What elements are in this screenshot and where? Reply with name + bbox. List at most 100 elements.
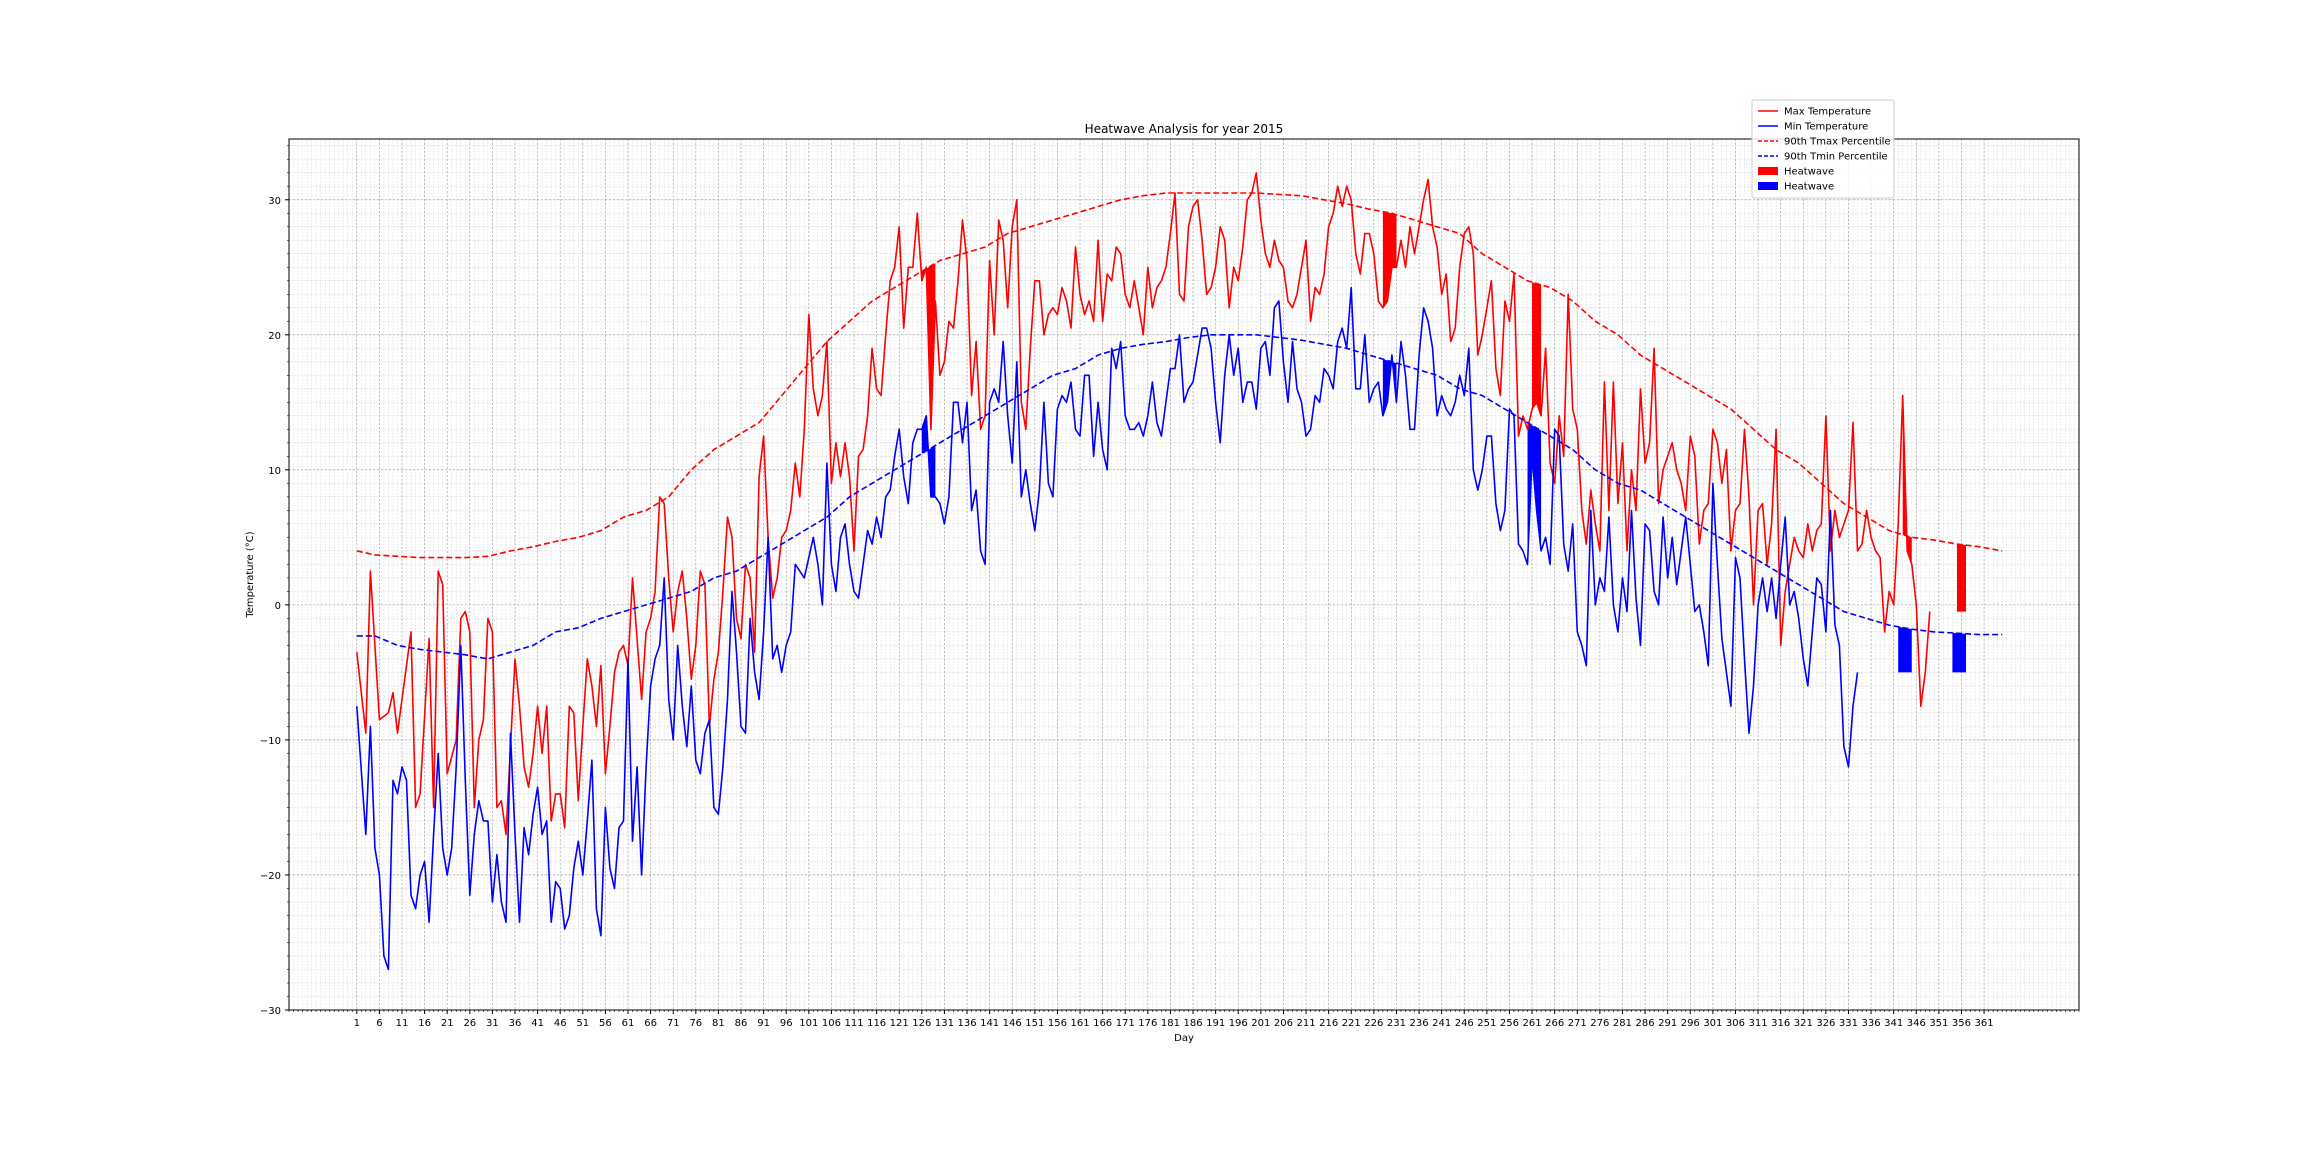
legend-box xyxy=(1751,99,1895,199)
x-tick-label: 46 xyxy=(554,1018,567,1029)
legend-label: 90th Tmax Percentile xyxy=(1784,137,1891,148)
x-tick-label: 171 xyxy=(1116,1018,1135,1029)
legend-swatch xyxy=(1758,167,1778,175)
x-tick-label: 316 xyxy=(1771,1018,1790,1029)
legend-label: 90th Tmin Percentile xyxy=(1784,152,1888,163)
x-tick-label: 351 xyxy=(1929,1018,1948,1029)
x-tick-label: 141 xyxy=(980,1018,999,1029)
heatwave-fill-max xyxy=(1532,282,1542,416)
x-tick-label: 116 xyxy=(867,1018,886,1029)
x-tick-label: 151 xyxy=(1025,1018,1044,1029)
x-tick-label: 76 xyxy=(689,1018,702,1029)
x-tick-label: 181 xyxy=(1161,1018,1180,1029)
x-tick-label: 66 xyxy=(644,1018,657,1029)
x-tick-label: 261 xyxy=(1523,1018,1542,1029)
y-tick-label: 0 xyxy=(275,601,281,612)
y-tick-label: −30 xyxy=(260,1006,281,1017)
x-tick-label: 241 xyxy=(1432,1018,1451,1029)
y-tick-label: −20 xyxy=(260,871,281,882)
x-tick-label: 16 xyxy=(418,1018,431,1029)
x-tick-label: 221 xyxy=(1342,1018,1361,1029)
heatwave-fill-max xyxy=(1956,544,1966,612)
x-tick-label: 176 xyxy=(1138,1018,1157,1029)
x-tick-label: 306 xyxy=(1726,1018,1745,1029)
x-tick-label: 271 xyxy=(1568,1018,1587,1029)
x-tick-label: 131 xyxy=(935,1018,954,1029)
x-tick-label: 356 xyxy=(1952,1018,1971,1029)
x-tick-label: 91 xyxy=(757,1018,770,1029)
x-tick-label: 286 xyxy=(1636,1018,1655,1029)
x-tick-label: 1 xyxy=(354,1018,360,1029)
y-axis-label: Temperature (°C) xyxy=(245,531,256,618)
legend-label: Max Temperature xyxy=(1784,107,1871,118)
heatwave-fill-min xyxy=(1382,355,1397,416)
legend-swatch xyxy=(1758,182,1778,190)
heatwave-fill-min xyxy=(1898,626,1912,673)
x-tick-label: 361 xyxy=(1975,1018,1994,1029)
x-tick-label: 341 xyxy=(1884,1018,1903,1029)
x-tick-label: 11 xyxy=(396,1018,409,1029)
x-tick-label: 41 xyxy=(531,1018,544,1029)
y-tick-label: −10 xyxy=(260,736,281,747)
x-tick-label: 231 xyxy=(1387,1018,1406,1029)
x-tick-label: 346 xyxy=(1907,1018,1926,1029)
x-tick-label: 191 xyxy=(1206,1018,1225,1029)
x-tick-label: 331 xyxy=(1839,1018,1858,1029)
heatwave-fill-max xyxy=(1902,395,1912,565)
x-tick-label: 71 xyxy=(667,1018,680,1029)
x-tick-label: 21 xyxy=(441,1018,454,1029)
x-tick-label: 291 xyxy=(1658,1018,1677,1029)
x-tick-label: 81 xyxy=(712,1018,725,1029)
x-tick-label: 336 xyxy=(1862,1018,1881,1029)
x-tick-label: 61 xyxy=(622,1018,635,1029)
y-tick-label: 30 xyxy=(268,196,281,207)
x-tick-label: 126 xyxy=(912,1018,931,1029)
x-tick-label: 276 xyxy=(1590,1018,1609,1029)
series-layer xyxy=(356,172,2003,971)
series-min-temperature xyxy=(356,286,1859,971)
x-tick-label: 266 xyxy=(1545,1018,1564,1029)
series-max-temperature xyxy=(356,172,1931,836)
heatwave-fill-max xyxy=(1382,211,1397,308)
x-tick-label: 121 xyxy=(890,1018,909,1029)
x-tick-label: 26 xyxy=(463,1018,476,1029)
x-tick-label: 301 xyxy=(1703,1018,1722,1029)
x-tick-label: 56 xyxy=(599,1018,612,1029)
grid xyxy=(288,139,2080,1011)
legend-label: Heatwave xyxy=(1784,167,1834,178)
x-axis-label: Day xyxy=(1174,1033,1194,1044)
x-tick-label: 326 xyxy=(1816,1018,1835,1029)
series-90th-tmax-percentile xyxy=(356,192,2003,559)
x-tick-label: 211 xyxy=(1296,1018,1315,1029)
x-tick-label: 281 xyxy=(1613,1018,1632,1029)
heatwave-fill-min xyxy=(1527,422,1542,565)
x-tick-label: 256 xyxy=(1500,1018,1519,1029)
x-tick-label: 201 xyxy=(1251,1018,1270,1029)
legend-label: Heatwave xyxy=(1784,182,1834,193)
legend: Max Temperature Min Temperature 90th Tmax … xyxy=(1751,99,1895,199)
x-tick-label: 311 xyxy=(1749,1018,1768,1029)
series-90th-tmin-percentile xyxy=(356,334,2003,660)
x-tick-label: 236 xyxy=(1410,1018,1429,1029)
x-tick-label: 196 xyxy=(1229,1018,1248,1029)
x-tick-label: 146 xyxy=(1003,1018,1022,1029)
x-tick-label: 101 xyxy=(799,1018,818,1029)
y-tick-label: 20 xyxy=(268,331,281,342)
x-tick-label: 296 xyxy=(1681,1018,1700,1029)
x-tick-label: 156 xyxy=(1048,1018,1067,1029)
x-tick-label: 166 xyxy=(1093,1018,1112,1029)
x-tick-label: 321 xyxy=(1794,1018,1813,1029)
x-tick-label: 51 xyxy=(576,1018,589,1029)
x-tick-label: 36 xyxy=(509,1018,522,1029)
legend-label: Min Temperature xyxy=(1784,122,1868,133)
x-tick-label: 246 xyxy=(1455,1018,1474,1029)
x-tick-label: 136 xyxy=(957,1018,976,1029)
x-tick-label: 111 xyxy=(844,1018,863,1029)
x-tick-label: 216 xyxy=(1319,1018,1338,1029)
x-tick-label: 96 xyxy=(780,1018,793,1029)
y-tick-label: 10 xyxy=(268,466,281,477)
x-tick-label: 6 xyxy=(376,1018,382,1029)
chart-title: Heatwave Analysis for year 2015 xyxy=(1085,122,1284,136)
x-tick-label: 161 xyxy=(1070,1018,1089,1029)
